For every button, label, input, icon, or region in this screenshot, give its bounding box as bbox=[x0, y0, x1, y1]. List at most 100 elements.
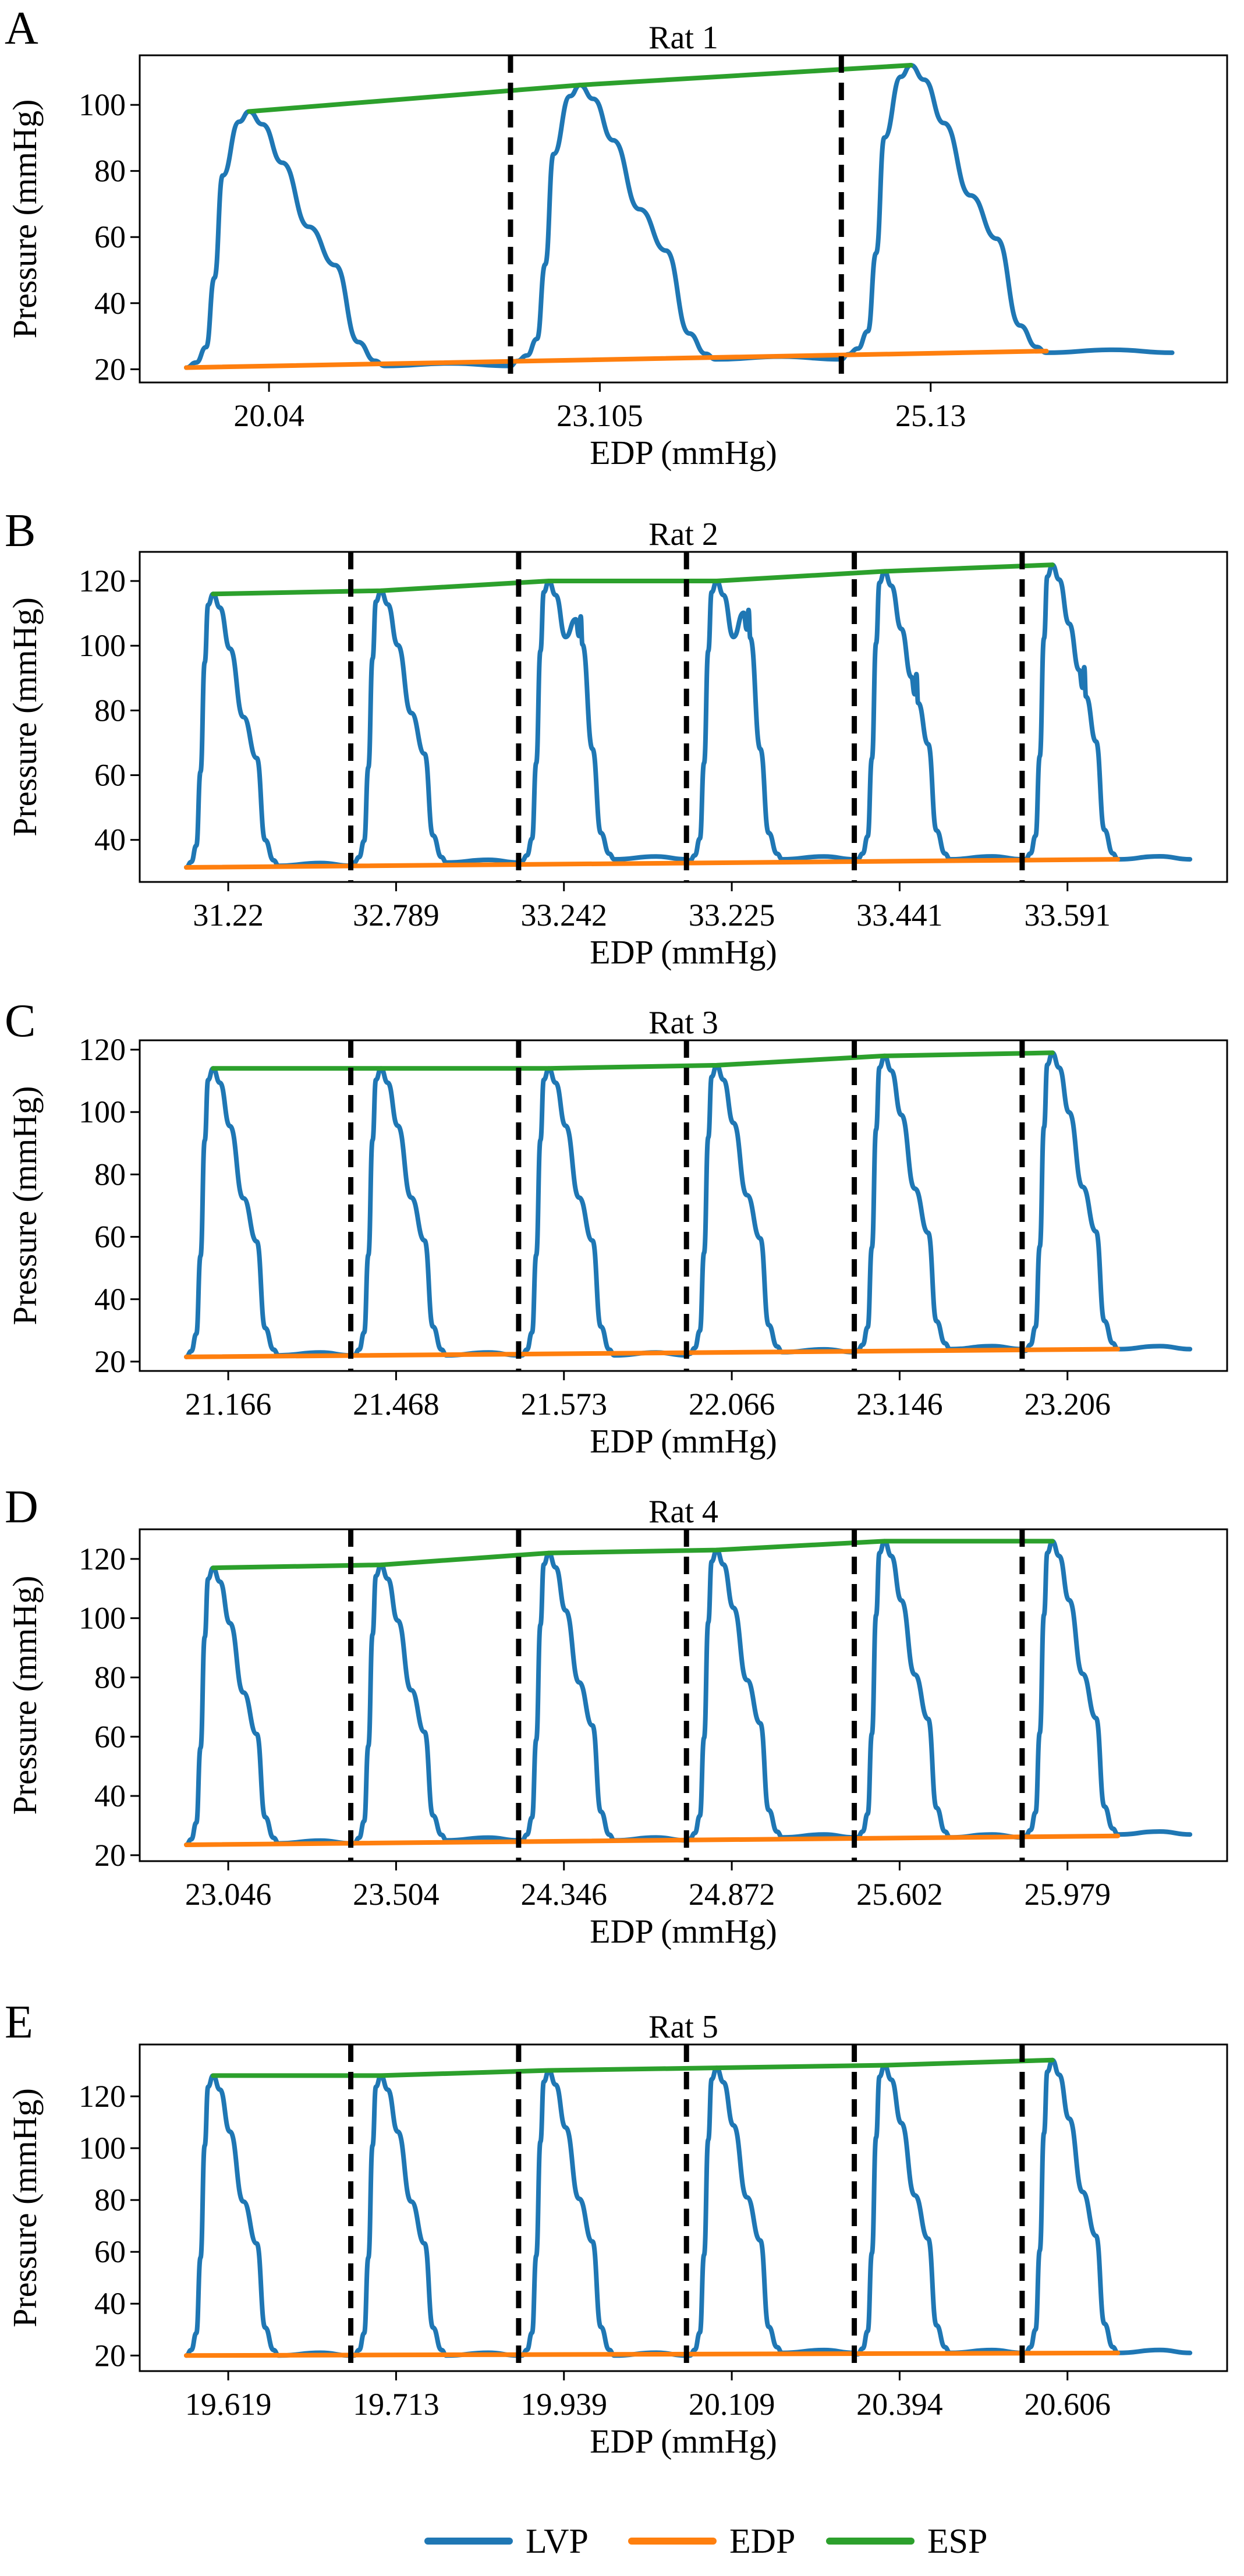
x-tick-label: 33.441 bbox=[856, 898, 943, 933]
panel-c: C Rat 3 20 40 60 80 100 120 Pressure (mmHg) 21.16… bbox=[5, 995, 1228, 1460]
x-tick-label: 23.504 bbox=[353, 1877, 440, 1912]
y-tick-label: 80 bbox=[94, 693, 126, 728]
x-tick-label: 20.606 bbox=[1025, 2387, 1111, 2422]
edp-line bbox=[184, 1347, 1121, 1359]
y-axis-label: Pressure (mmHg) bbox=[6, 1576, 44, 1815]
y-tick-label: 60 bbox=[94, 219, 126, 254]
y-tick-label: 60 bbox=[94, 1719, 126, 1754]
x-tick-label: 23.046 bbox=[185, 1877, 272, 1912]
panel-title: Rat 3 bbox=[648, 1005, 718, 1041]
panel-letter: D bbox=[5, 1482, 38, 1533]
y-tick-label: 100 bbox=[79, 1094, 126, 1129]
x-tick-label: 33.225 bbox=[689, 898, 775, 933]
esp-line bbox=[247, 63, 913, 114]
panel-letter: B bbox=[5, 505, 36, 557]
y-axis-label: Pressure (mmHg) bbox=[6, 2088, 44, 2327]
y-tick-label: 20 bbox=[94, 1838, 126, 1873]
y-axis-label: Pressure (mmHg) bbox=[6, 100, 44, 339]
y-tick-label: 120 bbox=[79, 564, 126, 598]
x-tick-label: 23.206 bbox=[1025, 1387, 1111, 1422]
panel-title: Rat 1 bbox=[648, 20, 718, 56]
y-tick-label: 100 bbox=[79, 2131, 126, 2166]
y-tick-label: 80 bbox=[94, 1660, 126, 1695]
x-axis-label: EDP (mmHg) bbox=[590, 933, 777, 971]
x-axis-label: EDP (mmHg) bbox=[590, 2422, 777, 2460]
panel-title: Rat 2 bbox=[648, 516, 718, 552]
x-tick-label: 20.109 bbox=[689, 2387, 775, 2422]
y-axis-label: Pressure (mmHg) bbox=[6, 597, 44, 837]
y-tick-label: 40 bbox=[94, 823, 126, 858]
y-tick-label: 80 bbox=[94, 2182, 126, 2217]
x-tick-label: 21.468 bbox=[353, 1387, 440, 1422]
y-tick-label: 20 bbox=[94, 1344, 126, 1379]
x-tick-label: 24.872 bbox=[689, 1877, 775, 1912]
panel-letter: C bbox=[5, 995, 36, 1047]
panel-b: B Rat 2 40 60 80 100 120 Pressure (mmHg) 31.22 32… bbox=[5, 505, 1228, 971]
esp-line bbox=[211, 562, 1055, 597]
x-tick-label: 21.573 bbox=[521, 1387, 608, 1422]
x-tick-label: 23.105 bbox=[557, 398, 643, 433]
y-axis-label: Pressure (mmHg) bbox=[6, 1086, 44, 1326]
plot-frame bbox=[139, 551, 1228, 883]
x-tick-label: 22.066 bbox=[689, 1387, 775, 1422]
plot-frame bbox=[139, 54, 1228, 384]
x-tick-label: 20.394 bbox=[856, 2387, 943, 2422]
edp-line bbox=[184, 2350, 1121, 2358]
legend-label-edp: EDP bbox=[729, 2522, 795, 2560]
panel-d: D Rat 4 20 40 60 80 100 120 Pressure (mmHg) 23.04… bbox=[5, 1482, 1228, 1950]
plot-frame bbox=[139, 2043, 1228, 2372]
y-tick-label: 120 bbox=[79, 2079, 126, 2114]
x-tick-label: 25.979 bbox=[1025, 1877, 1111, 1912]
plot-frame bbox=[139, 1528, 1228, 1862]
x-axis-label: EDP (mmHg) bbox=[590, 1912, 777, 1950]
legend-label-esp: ESP bbox=[927, 2522, 987, 2560]
panel-title: Rat 5 bbox=[648, 2009, 718, 2045]
panel-e: E Rat 5 20 40 60 80 100 120 Pressure (mmHg) 19.61… bbox=[5, 1997, 1228, 2460]
edp-line bbox=[184, 349, 1049, 370]
panel-letter: A bbox=[5, 3, 38, 54]
y-tick-label: 40 bbox=[94, 286, 126, 321]
x-tick-label: 23.146 bbox=[856, 1387, 943, 1422]
x-tick-label: 19.713 bbox=[353, 2387, 440, 2422]
x-tick-label: 25.13 bbox=[895, 398, 966, 433]
legend-label-lvp: LVP bbox=[526, 2522, 589, 2560]
esp-line bbox=[211, 1050, 1055, 1071]
legend: LVP EDP ESP bbox=[424, 2522, 987, 2560]
x-tick-label: 19.939 bbox=[521, 2387, 608, 2422]
x-tick-label: 25.602 bbox=[856, 1877, 943, 1912]
panel-letter: E bbox=[5, 1997, 33, 2048]
x-tick-label: 31.22 bbox=[193, 898, 264, 933]
y-tick-label: 120 bbox=[79, 1032, 126, 1067]
x-axis-label: EDP (mmHg) bbox=[590, 1422, 777, 1460]
y-tick-label: 20 bbox=[94, 2338, 126, 2373]
y-tick-label: 80 bbox=[94, 154, 126, 189]
x-tick-label: 32.789 bbox=[353, 898, 440, 933]
y-tick-label: 120 bbox=[79, 1542, 126, 1576]
y-tick-label: 20 bbox=[94, 352, 126, 387]
edp-line bbox=[184, 1833, 1121, 1848]
lvp-trace bbox=[184, 63, 1175, 370]
plot-frame bbox=[139, 1039, 1228, 1372]
panel-a: A Rat 1 20 40 60 80 100 Pressure (mmHg) 20.04 23.… bbox=[5, 3, 1228, 472]
edp-line bbox=[184, 857, 1121, 870]
y-tick-label: 60 bbox=[94, 1220, 126, 1255]
esp-line bbox=[211, 1539, 1055, 1571]
esp-line bbox=[211, 2057, 1055, 2078]
y-tick-label: 60 bbox=[94, 758, 126, 793]
y-tick-label: 40 bbox=[94, 1282, 126, 1317]
y-tick-label: 40 bbox=[94, 2286, 126, 2321]
y-tick-label: 100 bbox=[79, 628, 126, 663]
x-tick-label: 19.619 bbox=[185, 2387, 272, 2422]
x-tick-label: 33.242 bbox=[521, 898, 608, 933]
y-tick-label: 100 bbox=[79, 1601, 126, 1636]
y-tick-label: 80 bbox=[94, 1157, 126, 1192]
y-tick-label: 100 bbox=[79, 87, 126, 122]
y-tick-label: 40 bbox=[94, 1778, 126, 1813]
x-tick-label: 33.591 bbox=[1025, 898, 1111, 933]
y-tick-label: 60 bbox=[94, 2234, 126, 2269]
x-tick-label: 24.346 bbox=[521, 1877, 608, 1912]
x-axis-label: EDP (mmHg) bbox=[590, 434, 777, 472]
x-tick-label: 20.04 bbox=[233, 398, 304, 433]
panel-title: Rat 4 bbox=[648, 1494, 718, 1530]
